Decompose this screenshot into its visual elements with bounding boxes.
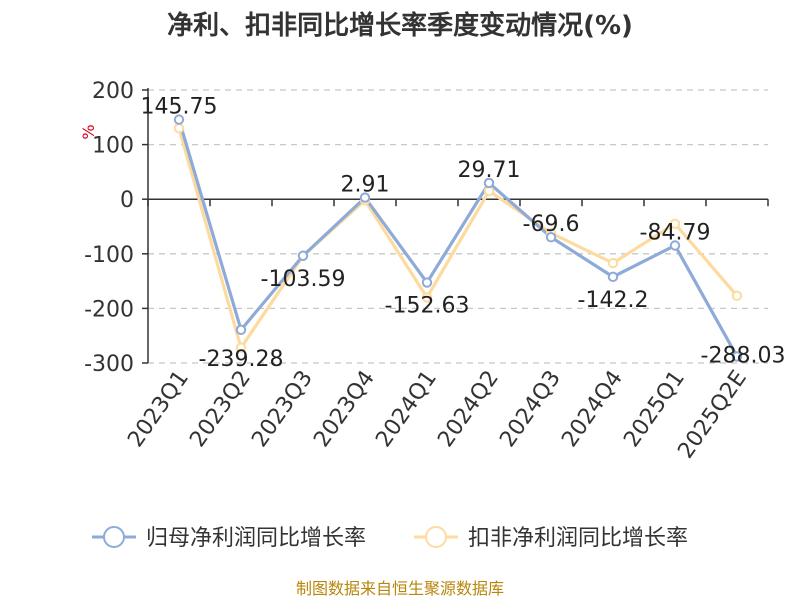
series-point-0: [297, 250, 309, 261]
y-tick-label: 100: [92, 134, 134, 159]
y-tick-label: -200: [84, 297, 134, 322]
series-point-0: [669, 240, 681, 251]
series-point-1: [731, 290, 743, 302]
series: [173, 114, 743, 362]
x-axis-ticks: 2023Q12023Q22023Q32023Q42024Q12024Q22024…: [123, 366, 752, 463]
series-point-0: [545, 232, 557, 243]
legend-item-0[interactable]: 归母净利润同比增长率: [92, 526, 366, 551]
x-tick-label: 2024Q1: [371, 366, 442, 452]
data-label: -288.03: [701, 343, 786, 368]
series-point-1: [421, 292, 433, 303]
series-point-0: [359, 192, 371, 203]
data-label: -69.6: [523, 212, 580, 237]
data-label: 29.71: [458, 158, 521, 183]
legend-marker: [103, 526, 125, 548]
series-point-0: [483, 177, 495, 189]
series-point-0: [731, 351, 743, 362]
grid: [148, 89, 768, 364]
legend[interactable]: 归母净利润同比增长率 扣非净利润同比增长率: [92, 526, 688, 551]
x-tick-label: 2024Q4: [557, 366, 628, 452]
x-tick-label: 2023Q4: [309, 366, 380, 452]
y-axis-unit: %: [79, 124, 98, 139]
data-label: -103.59: [261, 267, 346, 292]
data-labels: 145.75 -239.28 -103.59 2.91 -152.63 29.71 -69.…: [141, 95, 786, 372]
y-tick-label: -100: [84, 243, 134, 268]
data-label: -239.28: [199, 347, 284, 372]
series-line-1: [177, 127, 739, 350]
x-tick-label: 2024Q3: [495, 366, 566, 452]
series-point-0: [173, 114, 185, 125]
chart-title: 净利、扣非同比增长率季度变动情况(%): [167, 10, 633, 41]
x-tick-label: 2023Q1: [123, 366, 194, 452]
data-label: 145.75: [141, 95, 218, 120]
series-point-1: [173, 123, 185, 134]
legend-label: 归母净利润同比增长率: [146, 526, 366, 551]
y-tick-label: -300: [84, 352, 134, 377]
legend-marker: [425, 526, 447, 548]
x-tick-label: 2023Q2: [185, 366, 256, 452]
series-point-1: [235, 342, 247, 353]
legend-item-1[interactable]: 扣非净利润同比增长率: [414, 526, 688, 551]
data-label: 2.91: [341, 173, 390, 198]
data-label: -84.79: [640, 220, 711, 245]
axes: [147, 88, 769, 363]
data-label: -152.63: [385, 294, 470, 319]
x-tick-label: 2023Q3: [247, 366, 318, 452]
data-label: -142.2: [578, 288, 649, 313]
series-point-1: [669, 218, 681, 229]
series-line-0: [177, 119, 739, 358]
y-tick-label: 200: [92, 79, 134, 104]
x-tick-label: 2024Q2: [433, 366, 504, 452]
source-note: 制图数据来自恒生聚源数据库: [296, 579, 504, 598]
y-tick-label: 0: [120, 188, 134, 213]
series-point-0: [607, 271, 619, 283]
series-point-0: [235, 324, 247, 336]
y-axis-ticks: 200 100 0 -100 -200 -300: [84, 79, 148, 377]
series-point-0: [421, 277, 433, 288]
series-point-1: [607, 257, 619, 269]
legend-label: 扣非净利润同比增长率: [468, 526, 688, 551]
